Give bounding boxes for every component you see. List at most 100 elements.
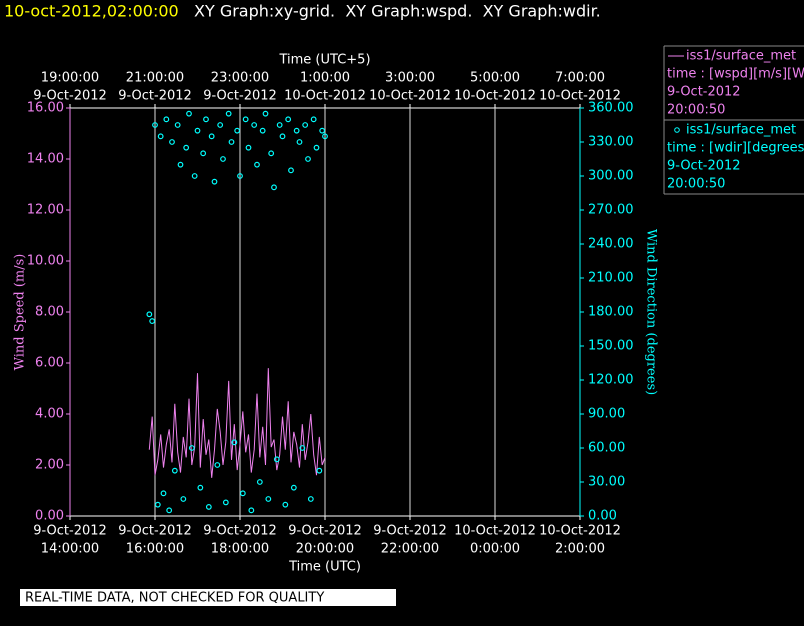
direction-point [157, 133, 164, 140]
direction-point [322, 133, 328, 140]
direction-point [171, 467, 178, 474]
direction-point [169, 139, 175, 145]
direction-point [259, 127, 266, 134]
y2-tick-label: 150.00 [588, 339, 634, 354]
direction-point [197, 484, 204, 491]
y2-tick-label: 330.00 [588, 135, 634, 150]
y-tick-label: 10.00 [27, 254, 64, 269]
direction-point [254, 161, 260, 168]
x-tick-date: 9-Oct-2012 [203, 524, 277, 539]
direction-point [237, 173, 243, 179]
direction-point [299, 445, 306, 451]
y-tick-label: 4.00 [35, 407, 64, 422]
direction-point [288, 167, 294, 174]
y-tick-label: 8.00 [35, 305, 64, 320]
direction-point [265, 496, 272, 502]
direction-point [208, 133, 215, 140]
x2-tick-label: 3:00:00 [385, 71, 435, 86]
legend-detail: time : [wdir][degrees][V [667, 141, 804, 156]
y2-tick-label: 180.00 [588, 305, 634, 320]
direction-point [205, 504, 212, 510]
timestamp: 10-oct-2012,02:00:00 [4, 2, 179, 21]
y2-tick-label: 0.00 [588, 509, 617, 524]
direction-point [290, 484, 297, 491]
y-tick-label: 16.00 [27, 101, 64, 116]
y2-tick-label: 60.00 [588, 441, 625, 456]
x2-tick-date: 10-Oct-2012 [369, 89, 451, 104]
legend-detail: 20:00:50 [667, 177, 725, 192]
y2-tick-label: 30.00 [588, 475, 625, 490]
legend-swatch [674, 127, 680, 133]
x-tick-label: 14:00:00 [41, 542, 99, 557]
direction-point [316, 467, 323, 474]
x-tick-date: 10-Oct-2012 [539, 524, 621, 539]
y2-tick-label: 90.00 [588, 407, 625, 422]
x-tick-date: 9-Oct-2012 [118, 524, 192, 539]
y-tick-label: 14.00 [27, 152, 64, 167]
direction-point [222, 499, 229, 506]
direction-point [310, 116, 317, 123]
x2-tick-label: 7:00:00 [555, 71, 605, 86]
direction-point [177, 161, 184, 168]
direction-point [200, 150, 207, 157]
x2-tick-label: 21:00:00 [126, 71, 184, 86]
x2-tick-date: 10-Oct-2012 [284, 89, 366, 104]
y2-tick-label: 240.00 [588, 237, 634, 252]
y-tick-label: 2.00 [35, 458, 64, 473]
x-tick-label: 20:00:00 [296, 542, 354, 557]
direction-point [149, 318, 156, 324]
footer-note: REAL-TIME DATA, NOT CHECKED FOR QUALITY [25, 591, 324, 606]
x2-tick-date: 9-Oct-2012 [118, 89, 192, 104]
y-tick-label: 12.00 [27, 203, 64, 218]
direction-point [180, 496, 187, 502]
direction-point [296, 139, 303, 145]
direction-point [152, 122, 158, 128]
x2-tick-date: 9-Oct-2012 [33, 89, 107, 104]
direction-point [160, 490, 167, 497]
direction-point [188, 445, 195, 451]
y-axis-title: Wind Speed (m/s) [13, 254, 28, 371]
legend-detail: 9-Oct-2012 [667, 159, 741, 174]
direction-point [225, 110, 232, 117]
y2-axis-title: Wind Direction (degrees) [644, 229, 659, 395]
y2-tick-label: 270.00 [588, 203, 634, 218]
y2-tick-label: 120.00 [588, 373, 634, 388]
y2-tick-label: 300.00 [588, 169, 634, 184]
direction-point [154, 501, 161, 508]
y-tick-label: 0.00 [35, 509, 64, 524]
legend-name: iss1/surface_met [686, 49, 796, 64]
direction-point [186, 110, 192, 117]
direction-point [271, 184, 277, 191]
direction-point [214, 462, 221, 468]
direction-point [174, 122, 181, 128]
direction-point [239, 490, 246, 497]
direction-point [302, 122, 309, 128]
x2-tick-label: 19:00:00 [41, 71, 99, 86]
direction-point [305, 156, 311, 162]
direction-point [220, 156, 226, 162]
x2-tick-date: 10-Oct-2012 [539, 89, 621, 104]
direction-point [293, 127, 300, 134]
direction-point [194, 127, 201, 134]
x-tick-label: 16:00:00 [126, 542, 184, 557]
x2-tick-label: 1:00:00 [300, 71, 350, 86]
x-axis-title: Time (UTC) [288, 560, 361, 575]
direction-point [203, 116, 209, 123]
graph-list: XY Graph:xy-grid. XY Graph:wspd. XY Grap… [194, 2, 601, 21]
direction-point [251, 122, 258, 128]
direction-point [234, 127, 241, 134]
x-tick-label: 2:00:00 [555, 542, 605, 557]
direction-point [146, 311, 153, 318]
direction-point [273, 456, 280, 463]
x2-tick-label: 23:00:00 [211, 71, 269, 86]
legend-detail: time : [wspd][m/s][Wind [667, 67, 804, 82]
y-tick-label: 6.00 [35, 356, 64, 371]
direction-point [268, 150, 275, 157]
direction-point [279, 133, 286, 140]
x-tick-date: 10-Oct-2012 [454, 524, 536, 539]
x2-tick-date: 9-Oct-2012 [203, 89, 277, 104]
x-tick-label: 0:00:00 [470, 542, 520, 557]
direction-point [245, 144, 252, 151]
x2-tick-label: 5:00:00 [470, 71, 520, 86]
